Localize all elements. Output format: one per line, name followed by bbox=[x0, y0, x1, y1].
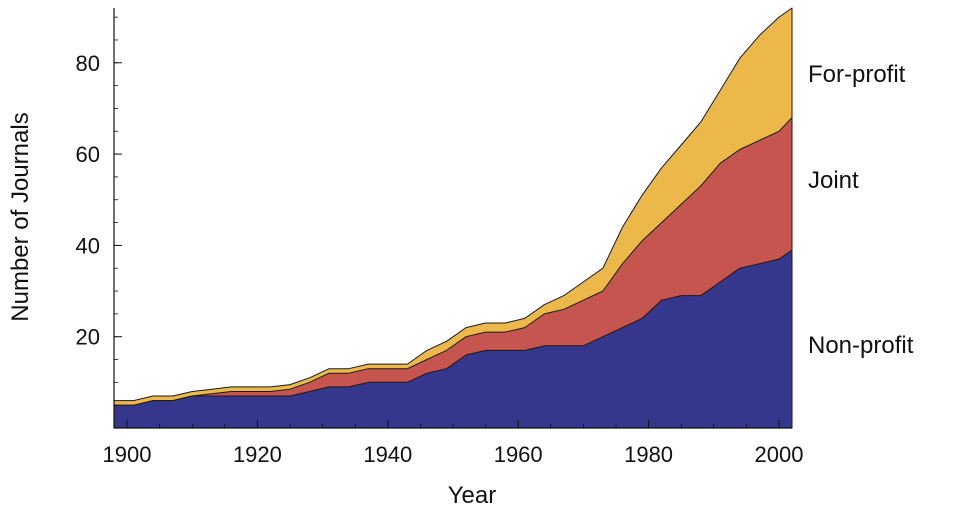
x-tick-label: 1920 bbox=[233, 442, 282, 467]
y-tick-label: 20 bbox=[76, 325, 100, 350]
legend-label-non-profit: Non-profit bbox=[808, 332, 914, 359]
ticks: 20 40 60 80 1900 1920 1940 1960 1980 2000 bbox=[76, 16, 803, 467]
x-tick-label: 1960 bbox=[494, 442, 543, 467]
y-tick-label: 40 bbox=[76, 233, 100, 258]
area-non-profit bbox=[113, 249, 793, 429]
y-tick-label: 60 bbox=[76, 142, 100, 167]
series-areas bbox=[113, 7, 793, 429]
x-tick-label: 1900 bbox=[103, 442, 152, 467]
y-axis-title: Number of Journals bbox=[7, 112, 34, 321]
x-tick-label: 2000 bbox=[754, 442, 803, 467]
legend-label-joint: Joint bbox=[808, 167, 859, 194]
legend-label-for-profit: For-profit bbox=[808, 61, 906, 88]
x-tick-label: 1980 bbox=[624, 442, 673, 467]
x-tick-label: 1940 bbox=[363, 442, 412, 467]
x-axis-title: Year bbox=[448, 482, 497, 509]
y-tick-label: 80 bbox=[76, 51, 100, 76]
